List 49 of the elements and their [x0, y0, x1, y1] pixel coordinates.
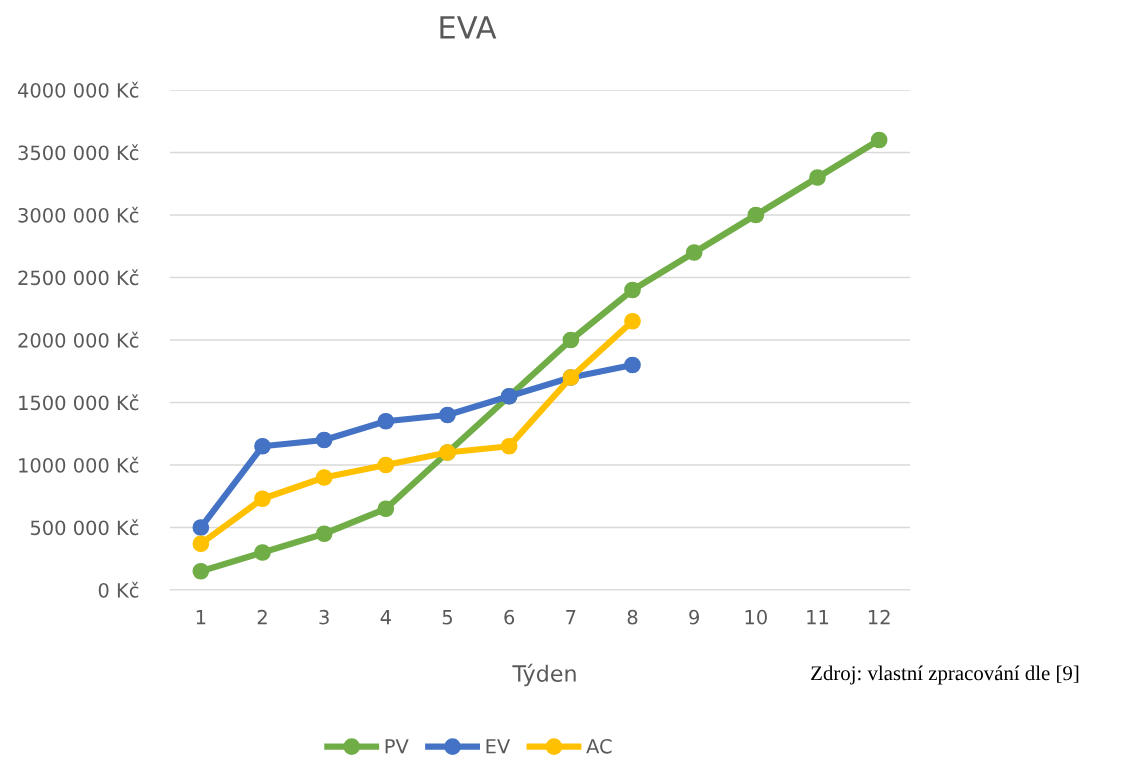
x-tick-label: 2 — [257, 609, 267, 625]
point — [685, 244, 703, 261]
legend-label: EV — [486, 739, 511, 754]
x-tick-label: 7 — [566, 610, 576, 625]
legend-label: AC — [586, 738, 612, 754]
x-tick-label: 6 — [504, 609, 515, 625]
x-tick-label: 9 — [689, 609, 699, 625]
point — [315, 431, 333, 449]
y-tick-label: 0 Kč — [98, 581, 139, 598]
y-tick-label: 4000 000 Kč — [17, 81, 139, 98]
x-tick-label: 8 — [627, 609, 638, 625]
point — [747, 206, 765, 224]
x-tick-label: 5 — [442, 610, 452, 625]
point — [624, 356, 641, 374]
point — [377, 500, 395, 518]
point — [192, 519, 210, 536]
x-tick-label: 10 — [745, 609, 767, 625]
point — [809, 169, 826, 186]
point — [562, 331, 580, 349]
point — [192, 562, 210, 580]
point — [315, 469, 333, 486]
chart-title: EVA — [440, 16, 497, 39]
point — [500, 437, 518, 455]
point — [624, 312, 641, 330]
point — [192, 535, 210, 553]
point — [254, 437, 271, 455]
legend-label: PV — [385, 739, 409, 754]
y-tick-label: 2000 000 Kč — [18, 331, 139, 348]
x-tick-label: 3 — [319, 609, 329, 625]
y-tick-label: 3500 000 Kč — [18, 144, 139, 161]
y-tick-label: 1500 000 Kč — [19, 394, 139, 411]
x-tick-label: 11 — [807, 610, 829, 625]
point — [377, 412, 395, 430]
x-tick-label: 1 — [196, 610, 206, 625]
y-tick-label: 2500 000 Kč — [18, 269, 139, 286]
point — [439, 406, 456, 424]
point — [624, 281, 641, 299]
y-tick-label: 500 000 Kč — [30, 519, 139, 536]
x-axis-title: Týden — [512, 663, 576, 687]
point — [377, 456, 395, 474]
point — [315, 525, 333, 543]
y-tick-label: 1000 000 Kč — [19, 456, 139, 473]
x-tick-label: 4 — [380, 610, 391, 625]
point — [254, 490, 271, 508]
y-tick-label: 3000 000 Kč — [18, 206, 139, 223]
x-tick-label: 12 — [868, 609, 890, 625]
text: Zdroj: vlastní zpracování dle [9] — [811, 665, 1079, 685]
point — [254, 544, 271, 561]
point — [870, 131, 888, 149]
